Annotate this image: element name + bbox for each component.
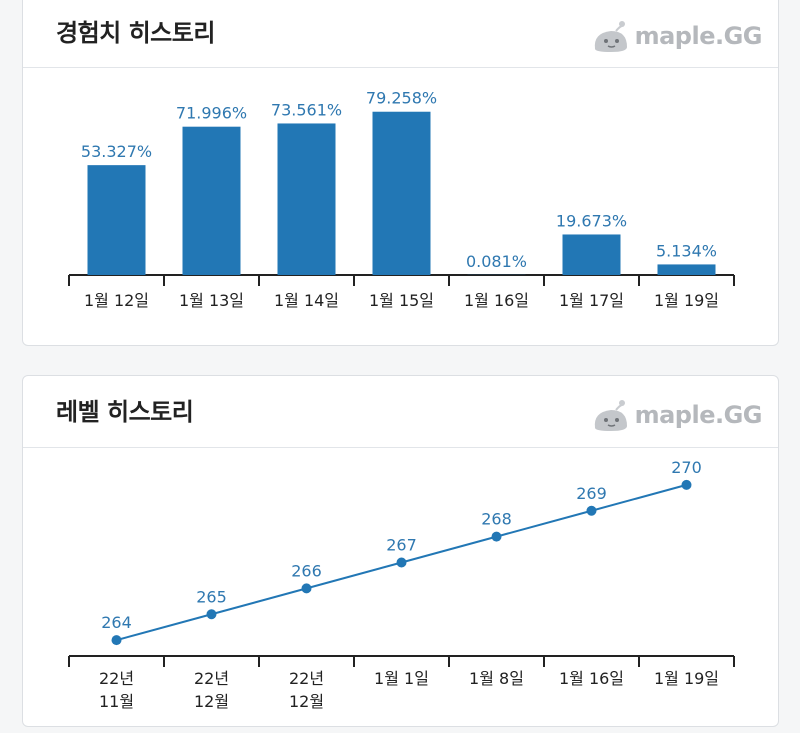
x-tick-label: 1월 19일	[654, 669, 719, 688]
x-tick-label: 22년	[289, 669, 324, 688]
maple-gg-logo: maple.GG	[591, 398, 763, 432]
bar	[182, 126, 241, 275]
bar-data-label: 19.673%	[556, 211, 627, 230]
maple-gg-logo: maple.GG	[591, 19, 763, 53]
bar-data-label: 71.996%	[176, 104, 247, 123]
x-tick-label: 1월 13일	[179, 291, 244, 310]
point-data-label: 266	[291, 561, 322, 580]
logo-text: maple.GG	[634, 22, 763, 50]
level-card-header: 레벨 히스토리 maple.GG	[23, 376, 778, 448]
bar-data-label: 0.081%	[466, 252, 527, 271]
x-tick-label: 1월 15일	[369, 291, 434, 310]
x-tick-label: 12월	[289, 692, 324, 711]
point-data-label: 265	[196, 587, 227, 606]
slime-mascot-icon	[594, 400, 627, 431]
data-point	[206, 609, 217, 620]
x-tick-label: 1월 8일	[469, 669, 524, 688]
bar	[277, 123, 336, 275]
bar	[562, 234, 621, 275]
x-tick-label: 11월	[99, 692, 134, 711]
data-point	[301, 583, 312, 594]
bar	[87, 165, 146, 275]
data-point	[586, 505, 597, 516]
x-tick-label: 1월 12일	[84, 291, 149, 310]
point-data-label: 269	[576, 484, 607, 503]
x-tick-label: 1월 16일	[464, 291, 529, 310]
exp-history-card: 경험치 히스토리 maple.GG 53.327% 1월 12일 71.996% 1월…	[22, 0, 779, 346]
point-data-label: 264	[101, 613, 132, 632]
exp-bar-chart: 53.327% 1월 12일 71.996% 1월 13일 73.561% 1월 14일 7…	[68, 89, 735, 310]
bar	[372, 111, 431, 276]
bar	[657, 264, 716, 275]
level-history-card: 레벨 히스토리 maple.GG 264 265 266 267 268 269 270 22…	[22, 375, 779, 727]
logo-text: maple.GG	[634, 401, 763, 429]
bar-data-label: 73.561%	[271, 100, 342, 119]
x-tick-label: 1월 17일	[559, 291, 624, 310]
x-tick-label: 22년	[194, 669, 229, 688]
x-tick-label: 1월 14일	[274, 291, 339, 310]
bar-data-label: 79.258%	[366, 89, 437, 108]
bar-data-label: 5.134%	[656, 241, 717, 260]
x-tick-label: 22년	[99, 669, 134, 688]
point-data-label: 267	[386, 536, 417, 555]
x-tick-label: 1월 19일	[654, 291, 719, 310]
point-data-label: 270	[671, 458, 702, 477]
data-point	[681, 479, 692, 490]
exp-card-title: 경험치 히스토리	[56, 19, 215, 47]
x-tick-label: 1월 1일	[374, 669, 429, 688]
data-point	[111, 635, 122, 646]
bar-data-label: 53.327%	[81, 142, 152, 161]
x-tick-label: 1월 16일	[559, 669, 624, 688]
point-data-label: 268	[481, 510, 512, 529]
level-card-title: 레벨 히스토리	[56, 398, 194, 426]
data-point	[491, 531, 502, 542]
slime-mascot-icon	[594, 21, 627, 52]
exp-card-header: 경험치 히스토리 maple.GG	[23, 0, 778, 68]
x-tick-label: 12월	[194, 692, 229, 711]
data-point	[396, 557, 407, 568]
level-line-chart: 264 265 266 267 268 269 270 22년 11월 22년 12월 22년 12월 1…	[68, 458, 735, 711]
